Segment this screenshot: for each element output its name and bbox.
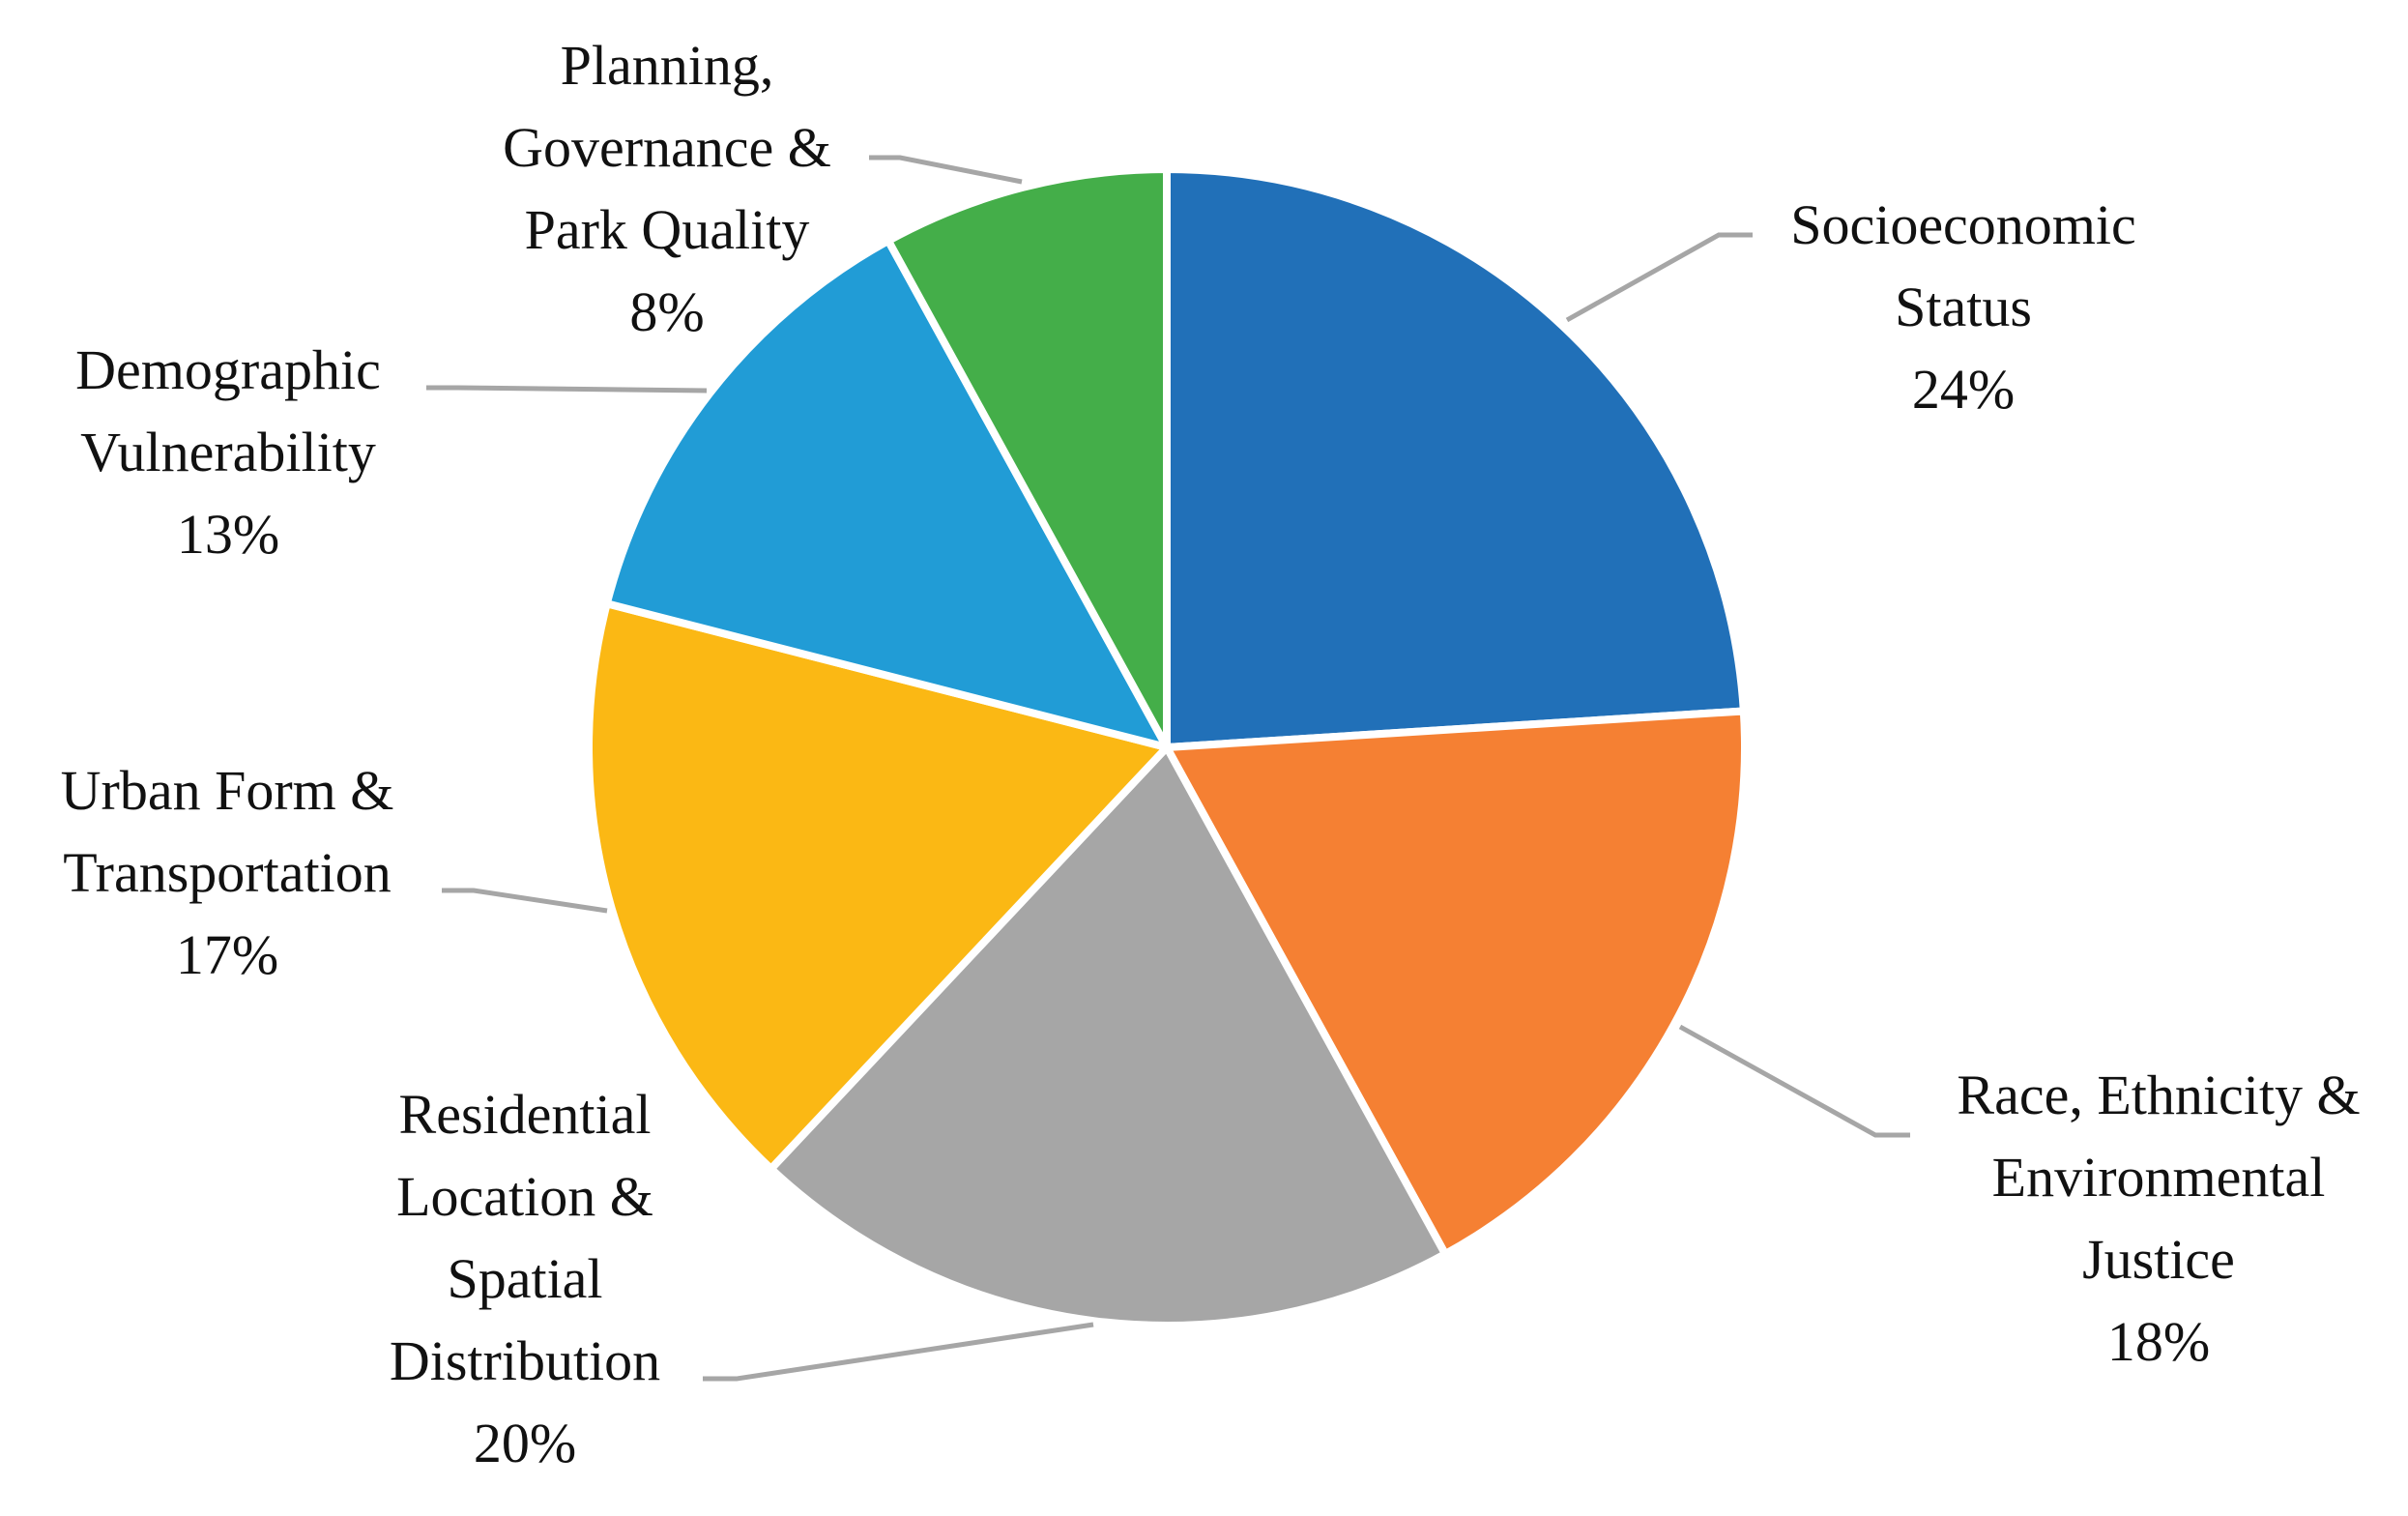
slice-label: Residential Location & Spatial Distribut… [346,1073,704,1484]
value-label: 8% [629,280,705,343]
leader-line [869,155,1023,185]
pie-slice [602,236,1171,751]
pie-slice [1163,707,1749,1259]
value-label: 13% [176,503,280,566]
value-label: 18% [2106,1310,2211,1373]
category-label: Race, Ethnicity & Environmental Justice [1957,1064,2361,1291]
category-label: Urban Form & Transportation [60,759,394,904]
leader-line [426,385,708,394]
pie-slice [884,165,1171,751]
leader-line [442,888,608,914]
value-label: 20% [473,1412,577,1474]
pie-slice [1163,165,1748,751]
pie-slice [585,599,1171,1173]
category-label: Demographic Vulnerability [75,338,381,483]
slice-label: Socioeconomic Status 24% [1751,184,2176,430]
leader-line [1565,232,1753,323]
value-label: 17% [175,923,279,986]
slice-label: Planning, Governance & Park Quality 8% [464,24,870,353]
value-label: 24% [1911,358,2016,421]
leader-line [703,1322,1094,1382]
leader-line [1678,1024,1910,1138]
slice-label: Demographic Vulnerability 13% [25,329,431,575]
category-label: Planning, Governance & Park Quality [503,34,831,261]
slice-label: Urban Form & Transportation 17% [19,749,435,996]
category-label: Socioeconomic Status [1790,193,2136,338]
pie-slice [767,743,1450,1329]
category-label: Residential Location & Spatial Distribut… [389,1083,661,1392]
slice-label: Race, Ethnicity & Environmental Justice 1… [1917,1054,2400,1383]
